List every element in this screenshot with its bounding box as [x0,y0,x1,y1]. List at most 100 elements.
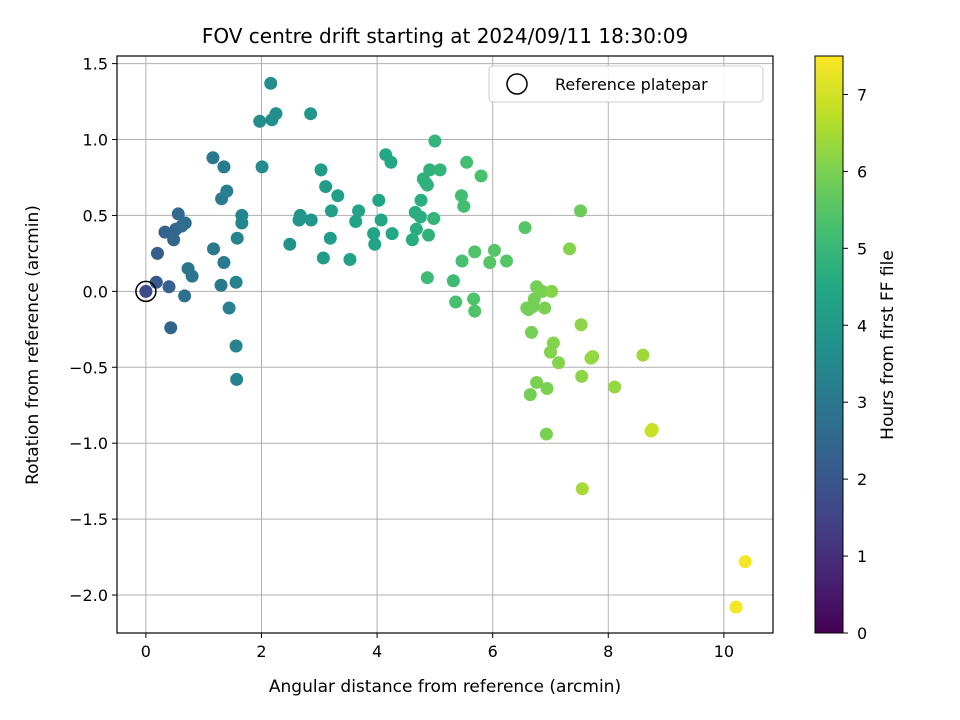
x-axis-ticks: 0 2 4 6 8 10 [141,633,734,661]
data-point [214,278,228,292]
colorbar-gradient [814,55,844,634]
chart-title: FOV centre drift starting at 2024/09/11 … [202,24,688,48]
data-point [414,193,428,207]
x-tick-label: 4 [372,642,382,661]
data-point [500,254,514,268]
data-point [283,237,297,251]
x-tick-label: 8 [603,642,613,661]
legend: Reference platepar [488,65,764,103]
colorbar-tick-label: 5 [857,239,867,258]
legend-box [488,65,764,103]
y-axis-ticks: −2.0 −1.5 −1.0 −0.5 0.0 0.5 1.0 1.5 [69,55,117,605]
data-point [349,215,363,229]
data-point [207,242,221,256]
data-point [518,221,532,235]
data-point [230,372,244,386]
data-point [171,207,185,221]
data-point [433,163,447,177]
data-point [457,199,471,213]
data-point [164,321,178,335]
colorbar-label: Hours from first FF file [878,250,898,440]
data-point [428,134,442,148]
scatter-points [139,76,752,614]
data-point [255,160,269,174]
data-point [468,304,482,318]
y-tick-label: 1.5 [83,55,108,74]
plot-frame [116,55,774,634]
data-point [455,254,469,268]
data-point [575,369,589,383]
data-point [545,284,559,298]
data-point [222,301,236,315]
reference-marker [135,280,157,303]
data-point [546,336,560,350]
data-point [467,292,481,306]
data-point [323,231,337,245]
data-point [185,269,199,283]
data-point [384,155,398,169]
x-tick-label: 0 [141,642,151,661]
data-point [446,274,460,288]
data-point [427,211,441,225]
legend-label: Reference platepar [555,75,708,94]
data-point [158,225,172,239]
data-point [574,204,588,218]
data-point [420,271,434,285]
data-point [217,160,231,174]
data-point [420,178,434,192]
data-point [563,242,577,256]
data-point [527,292,541,306]
data-point [229,275,243,289]
legend-reference-marker [506,73,528,95]
data-point [149,275,163,289]
grid-lines [117,56,773,633]
data-point [523,388,537,402]
data-point [449,295,463,309]
data-point [304,107,318,121]
x-tick-label: 2 [256,642,266,661]
y-tick-label: −1.5 [69,510,108,529]
y-tick-label: −2.0 [69,586,108,605]
data-point [385,227,399,241]
colorbar-tick-label: 7 [857,85,867,104]
data-point [644,424,658,438]
colorbar-tick-label: 4 [857,316,867,335]
data-point [206,151,220,165]
data-point [530,375,544,389]
data-point [229,339,243,353]
data-point [220,184,234,198]
data-point [729,600,743,614]
colorbar-tick-label: 3 [857,393,867,412]
data-point [552,356,566,370]
y-tick-label: −1.0 [69,434,108,453]
data-point [269,107,283,121]
data-point [460,155,474,169]
y-tick-label: 1.0 [83,131,108,150]
data-point [409,222,423,236]
data-point [539,427,553,441]
data-point [423,163,437,177]
colorbar-tick-label: 0 [857,624,867,643]
data-point [324,204,338,218]
data-point [178,289,192,303]
data-point [586,350,600,364]
data-point [540,382,554,396]
data-point [474,169,488,183]
x-tick-label: 10 [714,642,734,661]
data-point [608,380,622,394]
data-point [178,216,192,230]
data-point [367,227,381,241]
data-point [343,252,357,266]
data-point [162,280,176,294]
x-axis-label: Angular distance from reference (arcmin) [269,677,621,697]
data-point [319,180,333,194]
data-point [316,251,330,265]
data-point [167,233,181,247]
data-point [374,213,388,227]
data-point [304,213,318,227]
data-point [139,284,153,298]
y-tick-label: −0.5 [69,358,108,377]
data-point [575,482,589,496]
data-point [574,318,588,332]
data-point [150,246,164,260]
